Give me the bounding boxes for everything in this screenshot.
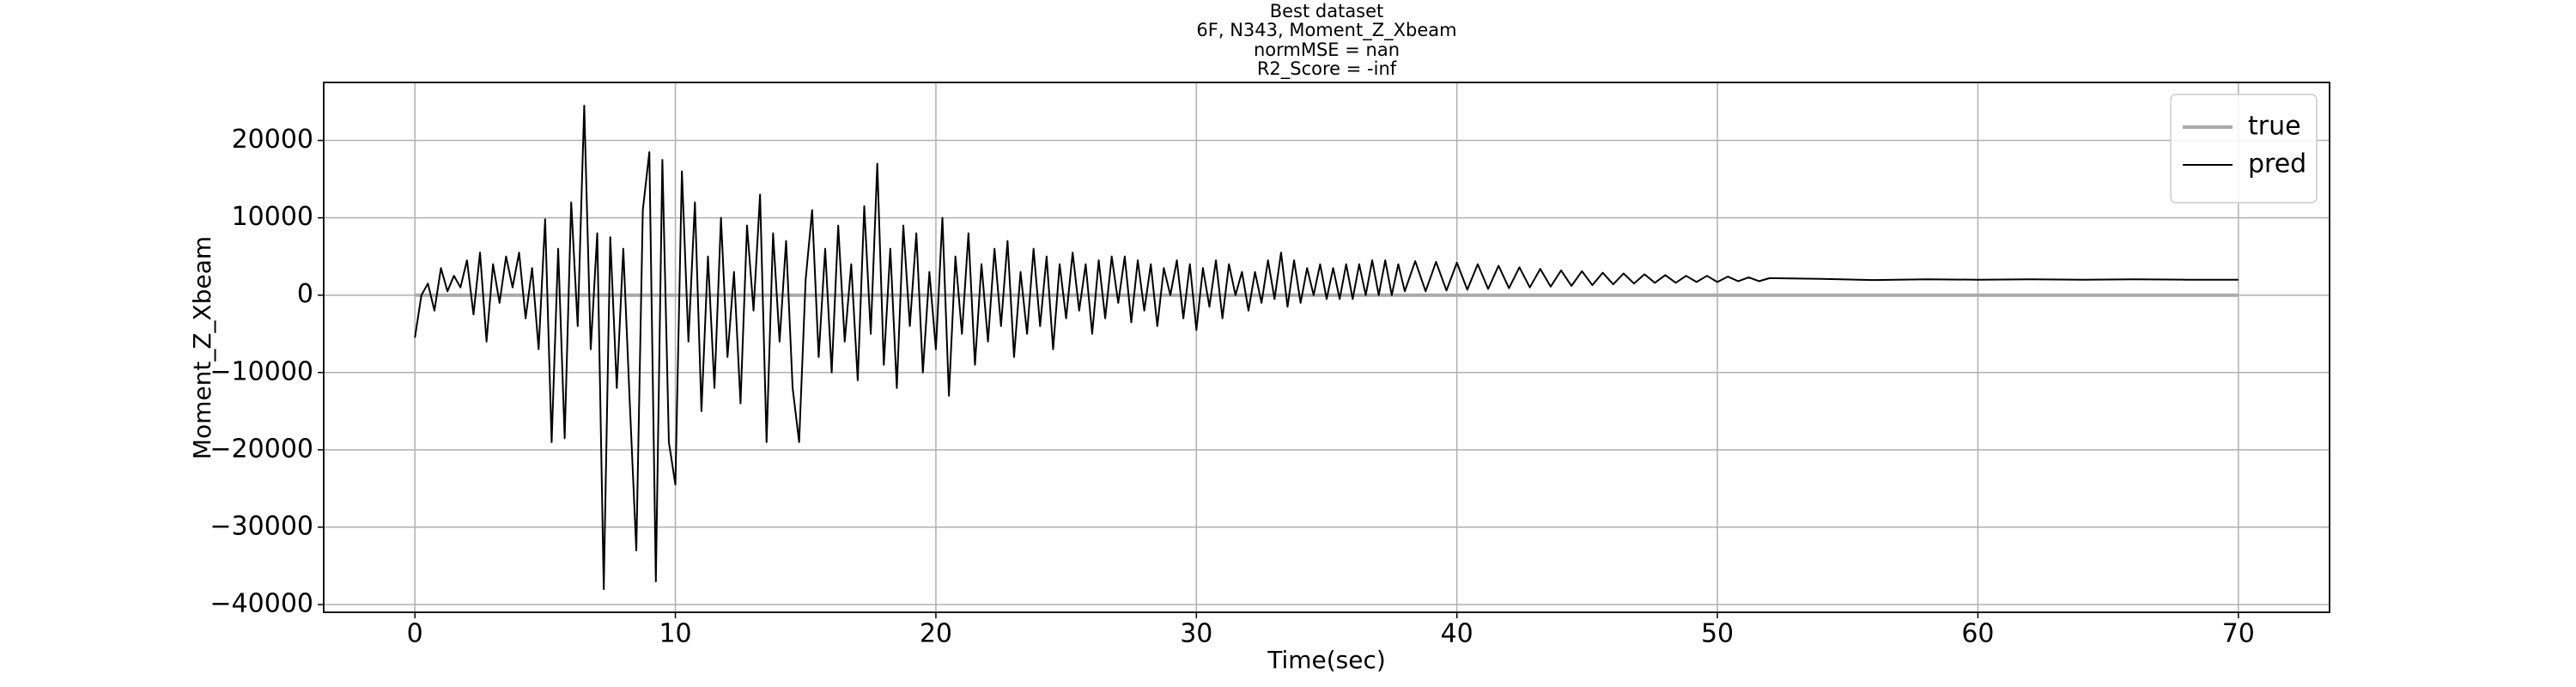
legend: true pred [2170, 94, 2318, 204]
x-tick-label: 30 [1180, 619, 1212, 649]
chart-title: 6F, N343, Moment_Z_Xbeam [1196, 20, 1456, 41]
x-tick-label: 10 [659, 619, 691, 649]
x-tick-label: 40 [1441, 619, 1473, 649]
legend-frame [2170, 94, 2318, 204]
y-tick-label: 10000 [232, 202, 313, 232]
x-tick-label: 70 [2222, 619, 2255, 649]
x-tick-label: 50 [1701, 619, 1734, 649]
chart-title: normMSE = nan [1254, 40, 1400, 60]
y-tick-label: 20000 [232, 125, 313, 155]
x-tick-label: 20 [920, 619, 952, 649]
line-series [414, 105, 2239, 590]
y-axis-label: Moment_Z_Xbeam [188, 236, 216, 459]
x-tick-label: 0 [407, 619, 423, 649]
y-tick-label: −40000 [210, 588, 313, 618]
x-axis-label: Time(sec) [1267, 646, 1386, 674]
legend-label: pred [2248, 149, 2306, 179]
plot-frame [323, 82, 2330, 613]
x-tick-label: 60 [1961, 619, 1994, 649]
chart-title: R2_Score = -inf [1257, 58, 1397, 80]
legend-label: true [2248, 112, 2301, 142]
y-tick-label: −10000 [210, 356, 313, 386]
y-tick-label: −20000 [210, 434, 313, 464]
y-tick-label: −30000 [210, 511, 313, 541]
chart-title: Best dataset [1270, 1, 1384, 21]
y-tick-label: 0 [297, 279, 313, 309]
